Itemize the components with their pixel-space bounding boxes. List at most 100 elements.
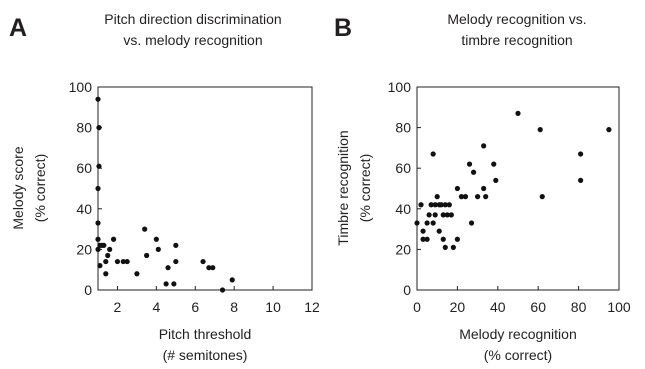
panel-a-plot-frame — [97, 86, 313, 291]
panel-b-data-point — [448, 212, 454, 218]
panel-a-data-point — [95, 246, 101, 252]
panel-b-data-point — [444, 212, 450, 218]
panel-b-data-point — [436, 228, 442, 234]
panel-b-data-point — [432, 202, 438, 208]
panel-b-data-point — [424, 220, 430, 226]
panel-b-data-point — [438, 202, 444, 208]
panel-b-data-point — [515, 110, 521, 116]
panel-b-data-point — [454, 185, 460, 192]
panel-a-xlabel-line-1: Pitch threshold — [159, 326, 252, 342]
panel-a-y-tick-label: 0 — [84, 282, 92, 298]
panel-a-data-point — [173, 242, 179, 248]
panel-a-data-point — [155, 246, 161, 252]
panel-b-data-point — [539, 194, 545, 200]
panel-b-data-point — [424, 236, 430, 242]
panel-b-plot-frame — [416, 86, 620, 291]
panel-b-data-point — [418, 202, 424, 208]
panel-b-data-point — [458, 194, 465, 200]
panel-b-data-point — [420, 236, 426, 242]
panel-a-y-tick-label: 40 — [76, 201, 92, 217]
panel-b-data-point — [491, 161, 497, 167]
panel-b-title-line-2: timbre recognition — [461, 32, 572, 48]
panel-b: B Melody recognition vs. timbre recognit… — [334, 11, 631, 363]
panel-b-x-tick-label: 60 — [530, 299, 546, 315]
panel-a-x-tick-label: 2 — [114, 299, 122, 315]
panel-b-letter: B — [334, 14, 352, 42]
panel-a-data-point — [95, 185, 101, 192]
panel-b-data-point — [434, 194, 440, 200]
panel-a-data-point — [96, 163, 102, 169]
panel-a-ylabel-line-2: (% correct) — [32, 154, 48, 222]
panel-a-title-line-1: Pitch direction discrimination — [104, 11, 281, 27]
panel-a-data-point — [103, 271, 109, 277]
panel-a-x-tick-label: 6 — [191, 299, 199, 315]
panel-a-y-tick-label: 100 — [69, 79, 93, 95]
panel-b-data-point — [420, 228, 426, 234]
panel-b-y-tick-label: 40 — [395, 201, 411, 217]
panel-a: A Pitch direction discrimination vs. mel… — [9, 11, 320, 363]
panel-b-points — [414, 110, 612, 250]
panel-b-data-point — [466, 161, 473, 167]
panel-b-data-point — [432, 212, 438, 218]
panel-a-data-point — [114, 258, 121, 265]
panel-a-xlabel-line-2: (# semitones) — [163, 347, 248, 363]
panel-b-data-point — [440, 236, 446, 242]
panel-a-data-point — [219, 287, 226, 293]
panel-a-data-point — [101, 242, 107, 248]
panel-a-data-point — [171, 281, 177, 287]
panel-b-x-tick-label: 0 — [413, 299, 421, 315]
panel-a-letter: A — [9, 14, 27, 42]
panel-b-data-point — [450, 244, 456, 250]
panel-b-data-point — [481, 185, 487, 192]
panel-b-x-axis: 0 20 40 60 80 100 — [413, 286, 631, 315]
panel-b-data-point — [578, 177, 584, 183]
panel-b-data-point — [442, 202, 448, 208]
panel-a-data-point — [144, 252, 150, 259]
panel-b-data-point — [468, 220, 475, 226]
panel-a-x-tick-label: 8 — [230, 299, 238, 315]
panel-b-data-point — [606, 127, 612, 133]
panel-a-data-point — [206, 265, 212, 271]
panel-b-ylabel-line-1: Timbre recognition — [335, 130, 351, 245]
panel-a-data-point — [97, 263, 103, 269]
panel-a-ylabel-line-1: Melody score — [10, 146, 26, 229]
panel-b-data-point — [481, 143, 487, 149]
panel-b-data-point — [442, 244, 448, 250]
panel-a-data-point — [153, 236, 159, 242]
panel-a-data-point — [134, 271, 140, 277]
panel-a-title-line-2: vs. melody recognition — [123, 32, 262, 48]
panel-a-x-axis: 2 4 6 8 10 12 — [114, 286, 320, 315]
panel-a-data-point — [163, 281, 169, 287]
panel-a-data-point — [229, 277, 235, 283]
panel-b-data-point — [428, 202, 434, 208]
panel-a-x-tick-label: 12 — [304, 299, 320, 315]
panel-b-data-point — [446, 202, 452, 208]
panel-b-y-tick-label: 0 — [403, 282, 411, 298]
panel-a-data-point — [95, 220, 101, 226]
panel-a-data-point — [103, 258, 109, 265]
panel-b-title-line-1: Melody recognition vs. — [447, 11, 586, 27]
panel-b-x-tick-label: 20 — [450, 299, 466, 315]
panel-a-data-point — [142, 226, 148, 232]
panel-a-data-point — [165, 265, 171, 271]
panel-b-y-tick-label: 80 — [395, 120, 411, 136]
panel-a-data-point — [200, 258, 206, 265]
panel-a-data-point — [105, 252, 111, 259]
panel-b-data-point — [470, 169, 477, 175]
panel-b-data-point — [578, 151, 584, 157]
panel-b-ylabel-line-2: (% correct) — [357, 154, 373, 222]
panel-b-data-point — [537, 127, 543, 133]
panel-a-data-point — [120, 258, 126, 265]
panel-b-xlabel-line-1: Melody recognition — [459, 326, 577, 342]
panel-b-x-tick-label: 80 — [571, 299, 587, 315]
panel-a-x-tick-label: 10 — [265, 299, 281, 315]
panel-a-data-point — [95, 236, 101, 242]
panel-a-x-tick-label: 4 — [152, 299, 160, 315]
panel-b-data-point — [430, 220, 436, 226]
panel-b-y-axis: 0 20 40 60 80 100 — [388, 79, 421, 298]
panel-b-xlabel-line-2: (% correct) — [484, 347, 552, 363]
panel-b-data-point — [454, 236, 460, 242]
panel-a-data-point — [124, 258, 130, 265]
panel-b-x-tick-label: 100 — [607, 299, 631, 315]
